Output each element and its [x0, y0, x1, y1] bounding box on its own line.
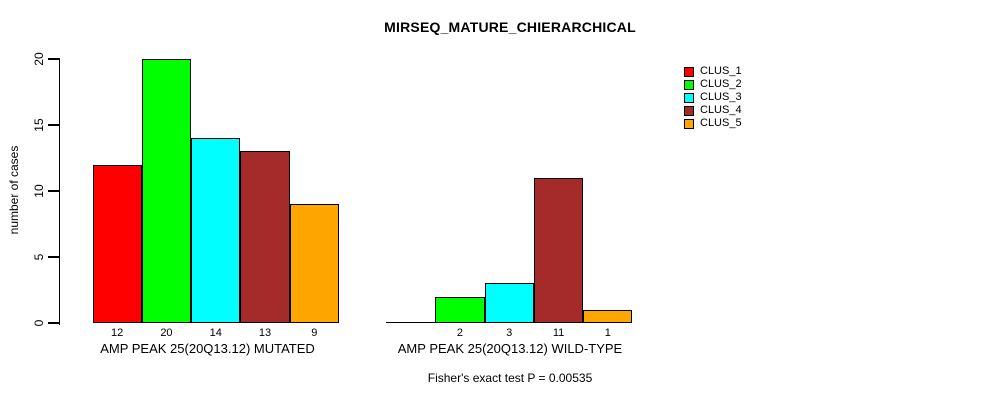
bar-value-clus_2-wild-type: 2 [456, 327, 463, 339]
legend-label-clus_5: CLUS_5 [700, 117, 742, 129]
y-axis-label: number of cases [7, 145, 21, 235]
bar-clus_4-mutated [240, 151, 290, 323]
y-tick-label-10: 10 [32, 184, 46, 198]
legend-swatch-clus_5 [684, 118, 694, 129]
bar-value-clus_5-mutated: 9 [311, 327, 318, 339]
bar-clus_5-mutated [289, 204, 339, 323]
legend-item-clus_2: CLUS_2 [684, 78, 742, 91]
y-tick-label-20: 20 [32, 52, 46, 66]
legend-swatch-clus_1 [684, 66, 694, 77]
y-tick-0 [48, 322, 59, 324]
bar-value-clus_3-wild-type: 3 [506, 327, 513, 339]
bar-value-clus_5-wild-type: 1 [604, 327, 611, 339]
legend-label-clus_2: CLUS_2 [700, 78, 742, 90]
bar-value-clus_2-mutated: 20 [160, 327, 173, 339]
legend-item-clus_4: CLUS_4 [684, 104, 742, 117]
bar-value-clus_1-mutated: 12 [111, 327, 124, 339]
group-label-wild-type: AMP PEAK 25(20Q13.12) WILD-TYPE [397, 341, 623, 356]
bar-clus_5-wild-type [583, 309, 633, 323]
y-tick-10 [48, 190, 59, 192]
legend-item-clus_3: CLUS_3 [684, 91, 742, 104]
bar-clus_2-mutated [141, 59, 192, 323]
legend-item-clus_1: CLUS_1 [684, 65, 742, 78]
y-tick-label-0: 0 [32, 319, 46, 327]
legend-label-clus_3: CLUS_3 [700, 91, 742, 103]
bar-clus_1-mutated [92, 164, 142, 323]
bar-value-clus_4-mutated: 13 [258, 327, 272, 339]
legend-item-clus_5: CLUS_5 [684, 117, 742, 130]
y-tick-20 [48, 58, 59, 60]
legend-swatch-clus_2 [684, 79, 694, 90]
legend-label-clus_1: CLUS_1 [700, 65, 742, 77]
legend-swatch-clus_4 [684, 105, 694, 116]
y-axis-line [58, 58, 60, 325]
y-tick-label-15: 15 [32, 118, 46, 132]
legend-swatch-clus_3 [684, 92, 694, 103]
bar-value-clus_3-mutated: 14 [209, 327, 222, 339]
legend-label-clus_4: CLUS_4 [700, 104, 742, 116]
chart-title: MIRSEQ_MATURE_CHIERARCHICAL [384, 19, 636, 35]
y-tick-5 [48, 256, 59, 258]
bar-value-clus_4-wild-type: 11 [552, 327, 565, 339]
bar-clus_3-wild-type [484, 283, 534, 323]
y-tick-15 [48, 124, 59, 126]
bar-clus_1-wild-type [386, 321, 436, 323]
y-tick-label-5: 5 [32, 253, 46, 261]
bar-clus_4-wild-type [533, 177, 584, 323]
bar-clus_2-wild-type [435, 296, 485, 323]
fisher-test-caption: Fisher's exact test P = 0.00535 [427, 371, 593, 385]
group-label-mutated: AMP PEAK 25(20Q13.12) MUTATED [100, 341, 315, 356]
bar-clus_3-mutated [191, 138, 241, 323]
